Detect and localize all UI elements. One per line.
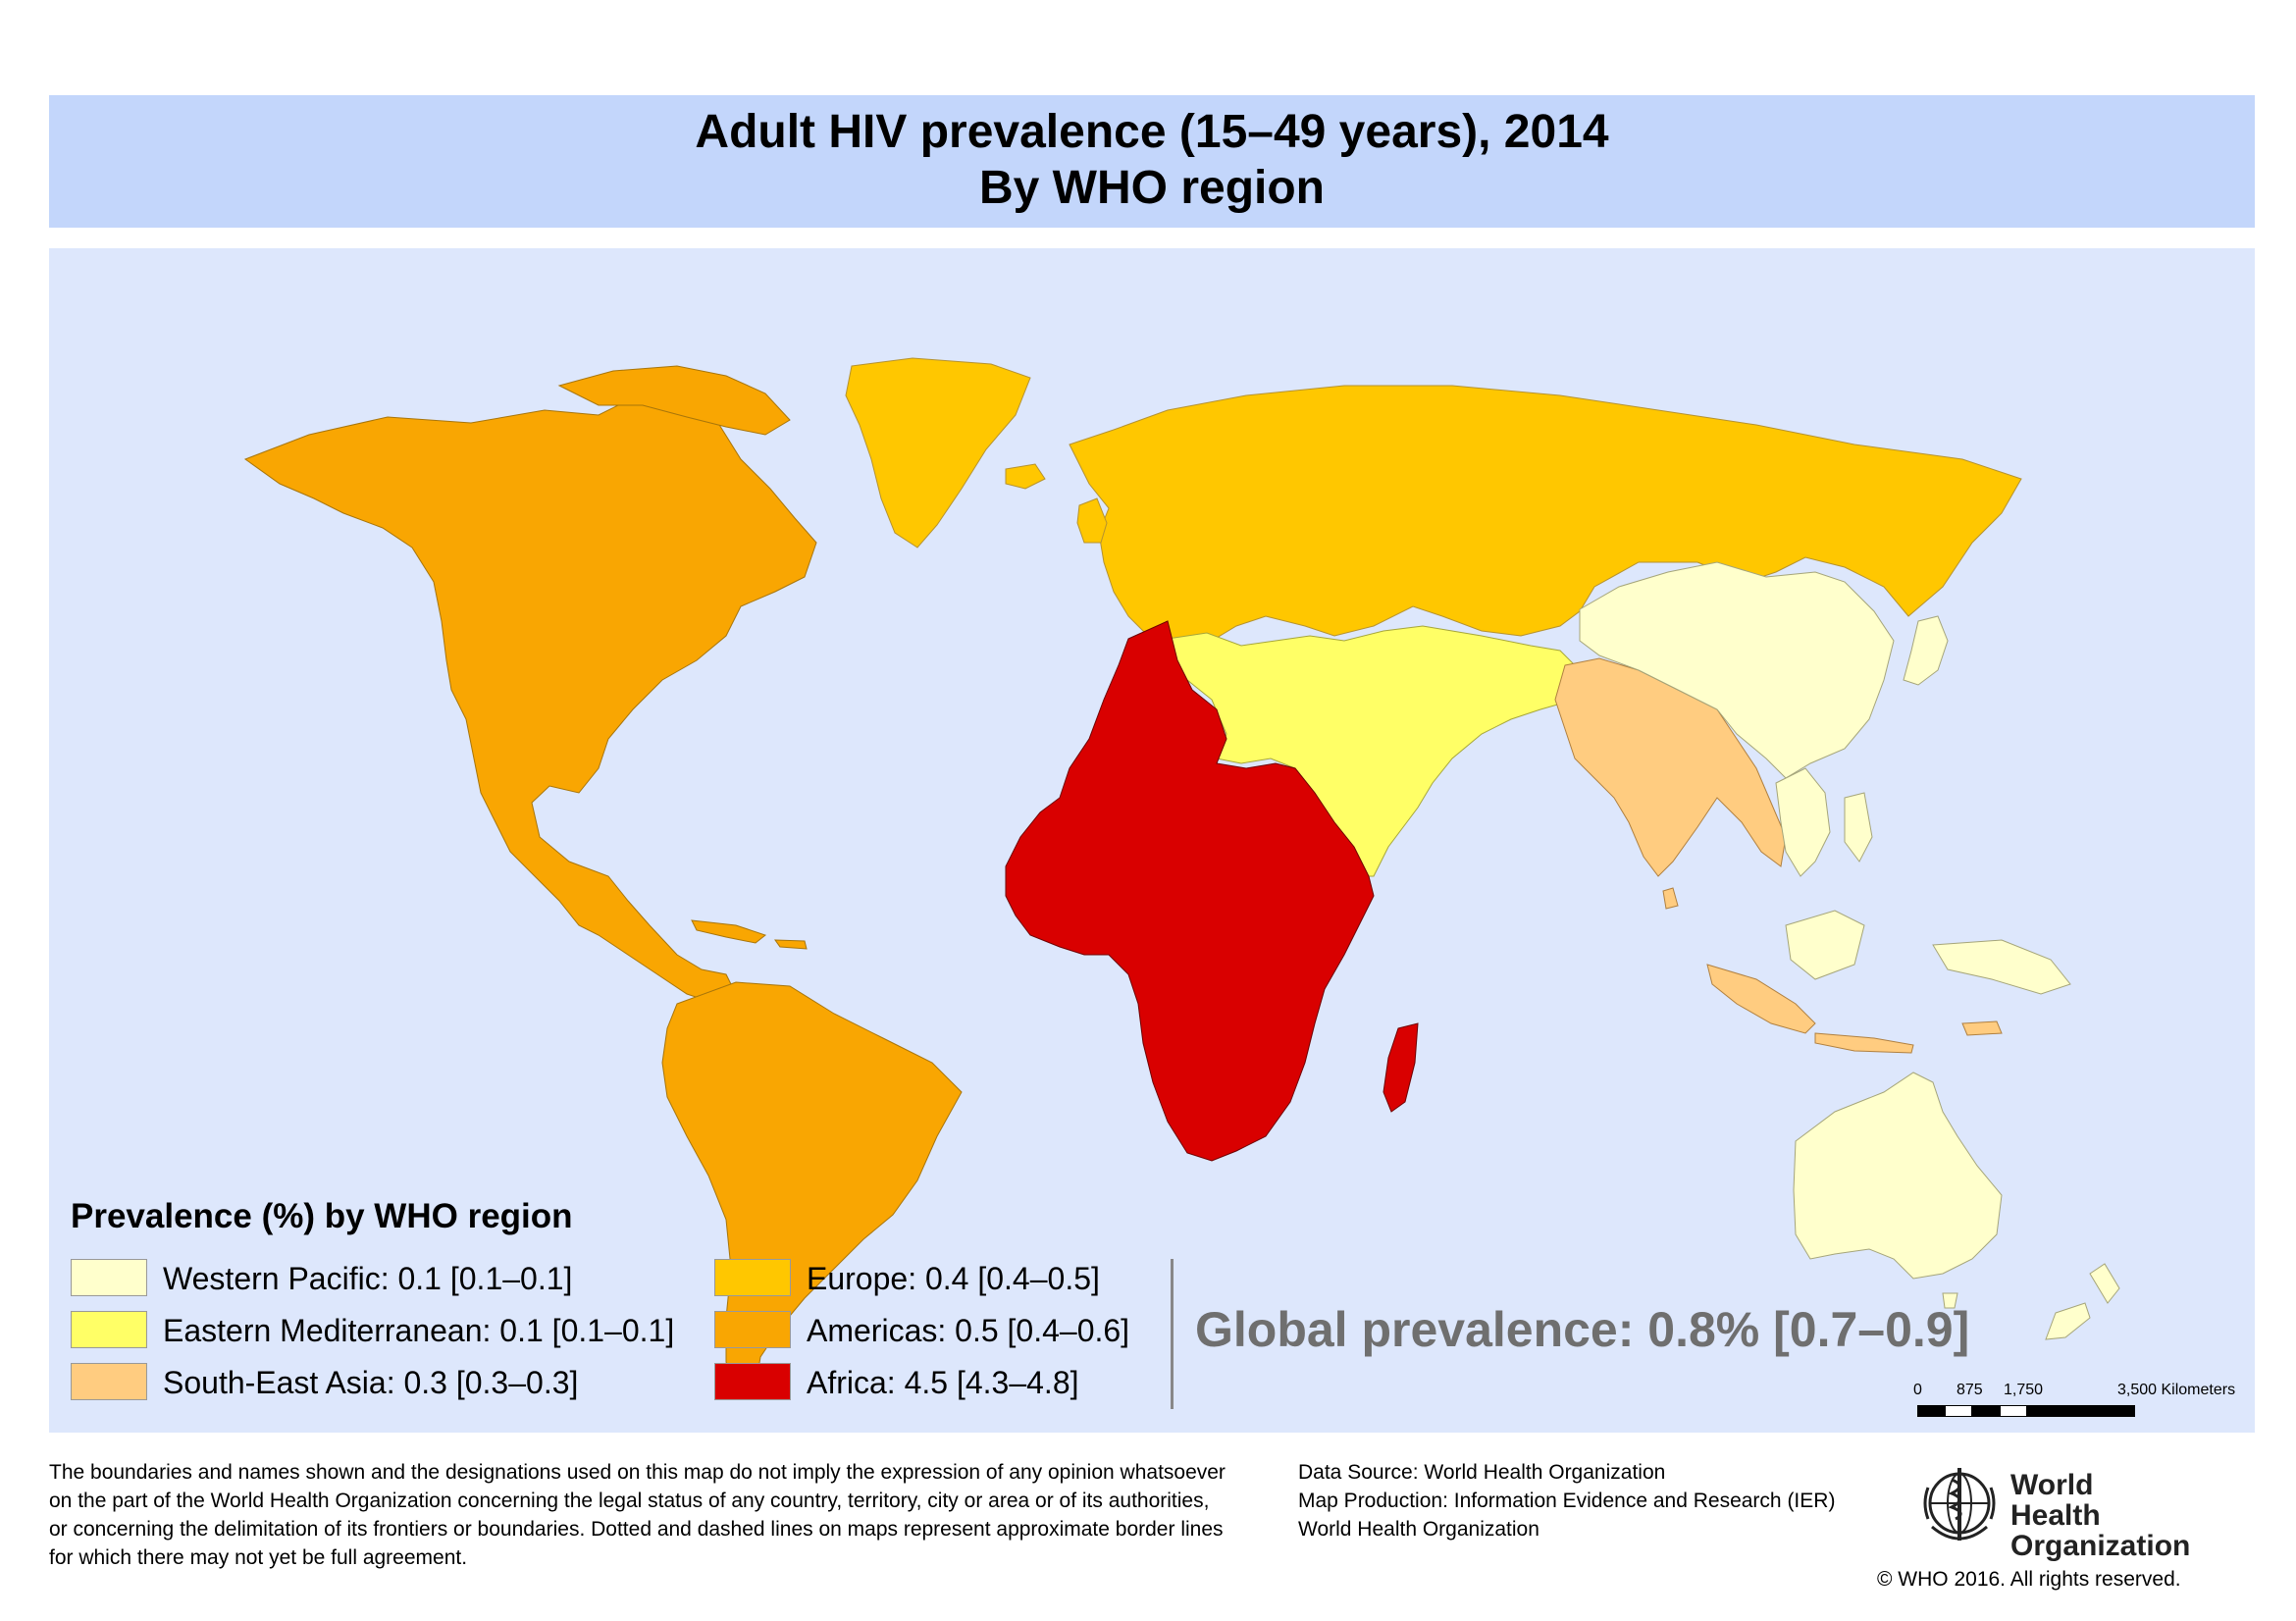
disclaimer-line: on the part of the World Health Organiza… — [49, 1490, 1210, 1512]
map-panel — [49, 248, 2255, 1433]
source-line: World Health Organization — [1298, 1518, 1539, 1541]
disclaimer-line: or concerning the delimitation of its fr… — [49, 1518, 1224, 1541]
world-map — [243, 357, 2120, 1392]
region-indochina — [1775, 767, 1831, 877]
disclaimer-line: for which there may not yet be full agre… — [49, 1546, 468, 1569]
disclaimer: The boundaries and names shown and the d… — [49, 1458, 1236, 1572]
scale-segment — [1917, 1405, 1945, 1417]
legend-swatch — [71, 1259, 147, 1296]
region-madagascar — [1383, 1022, 1419, 1113]
region-sri-lanka — [1662, 887, 1679, 910]
scale-tick-label: 3,500 Kilometers — [2117, 1382, 2236, 1398]
source-line: Map Production: Information Evidence and… — [1298, 1490, 1836, 1512]
region-arctic-islands — [557, 365, 791, 436]
legend-swatch — [714, 1311, 791, 1348]
who-logo: World Health Organization — [1916, 1460, 2190, 1561]
region-australia — [1793, 1072, 2003, 1280]
region-sea-islands — [1706, 964, 2003, 1054]
disclaimer-line: The boundaries and names shown and the d… — [49, 1461, 1226, 1484]
region-japan — [1903, 615, 1949, 686]
legend-label: South-East Asia: 0.3 [0.3–0.3] — [163, 1365, 579, 1400]
region-iceland — [1005, 463, 1046, 490]
legend-swatch — [71, 1363, 147, 1400]
map-title: Adult HIV prevalence (15–49 years), 2014 — [695, 106, 1609, 158]
region-tasmania — [1942, 1292, 1958, 1309]
who-logo-text: World Health Organization — [2010, 1470, 2190, 1561]
scale-bar: 0 875 1,750 3,500 Kilometers — [1913, 1382, 2247, 1440]
region-british-isles — [1076, 497, 1108, 544]
region-europe — [1069, 385, 2022, 647]
region-north-america — [243, 394, 817, 1005]
scale-tick-label: 1,750 — [2004, 1382, 2044, 1398]
map-subtitle: By WHO region — [978, 162, 1325, 214]
legend-label: Eastern Mediterranean: 0.1 [0.1–0.1] — [163, 1313, 675, 1348]
scale-segment — [1972, 1405, 2000, 1417]
logo-line: Organization — [2010, 1530, 2191, 1562]
legend-label: Africa: 4.5 [4.3–4.8] — [807, 1365, 1079, 1400]
region-caribbean — [691, 919, 808, 950]
region-africa — [1005, 620, 1375, 1162]
global-prevalence: Global prevalence: 0.8% [0.7–0.9] — [1195, 1302, 1970, 1357]
scale-tick-label: 875 — [1957, 1382, 1983, 1398]
scale-tick-label: 0 — [1913, 1382, 1922, 1398]
region-western-pacific-asia — [1579, 561, 1895, 779]
region-pacific-islands — [1785, 792, 2071, 995]
legend-title: Prevalence (%) by WHO region — [71, 1197, 573, 1235]
legend-divider — [1171, 1259, 1174, 1409]
scale-segment — [2000, 1405, 2027, 1417]
region-new-zealand — [2045, 1263, 2120, 1340]
legend-label: Europe: 0.4 [0.4–0.5] — [807, 1261, 1100, 1296]
title-band: Adult HIV prevalence (15–49 years), 2014… — [49, 95, 2255, 228]
legend-label: Western Pacific: 0.1 [0.1–0.1] — [163, 1261, 573, 1296]
data-source: Data Source: World Health Organization M… — [1298, 1458, 1835, 1543]
copyright: © WHO 2016. All rights reserved. — [1877, 1568, 2181, 1591]
who-emblem-icon — [1923, 1468, 1996, 1541]
legend-label: Americas: 0.5 [0.4–0.6] — [807, 1313, 1130, 1348]
region-eastern-mediterranean — [1167, 625, 1581, 877]
legend-swatch — [714, 1259, 791, 1296]
source-line: Data Source: World Health Organization — [1298, 1461, 1666, 1484]
region-greenland — [845, 357, 1031, 549]
scale-segment — [1945, 1405, 1972, 1417]
legend-swatch — [71, 1311, 147, 1348]
logo-line: World Health — [2010, 1469, 2101, 1532]
scale-segment — [2027, 1405, 2135, 1417]
legend-swatch — [714, 1363, 791, 1400]
